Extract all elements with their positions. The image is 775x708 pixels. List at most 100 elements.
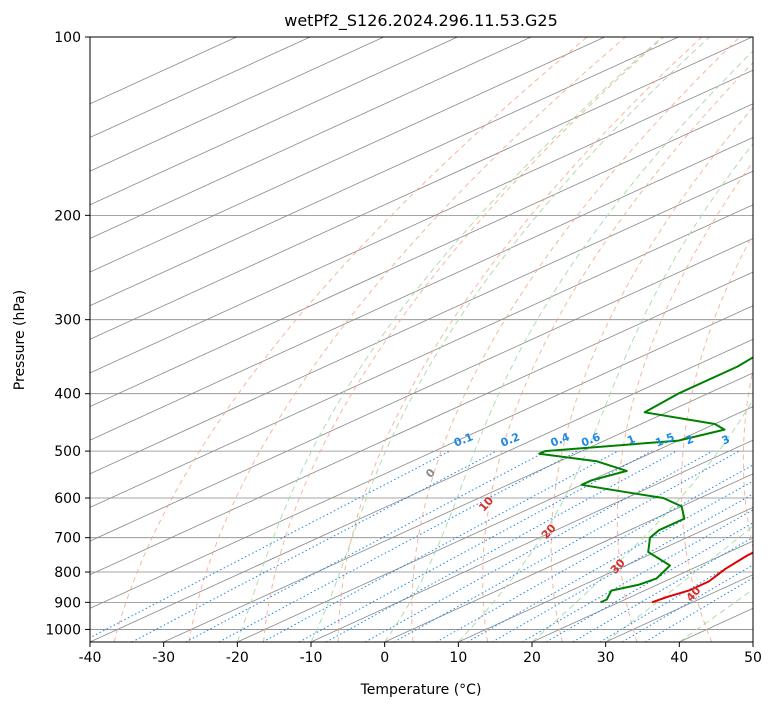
- mixing-ratio-line: [325, 450, 677, 642]
- y-tick-label: 100: [54, 30, 81, 46]
- mixing-ratio-line: [599, 551, 753, 642]
- mixing-ratio-line: [492, 493, 753, 642]
- dry-adiabat-line: [550, 106, 753, 642]
- mixing-ratio-line: [622, 564, 753, 642]
- dry-adiabat-line: [337, 37, 703, 642]
- adiabat-label: 30: [608, 556, 628, 576]
- isotherm-line: [752, 641, 753, 642]
- moist-adiabat-line: [310, 37, 710, 642]
- mixing-ratio-label: 3: [720, 433, 732, 448]
- y-tick-label: 900: [54, 595, 81, 611]
- isotherm-line: [90, 237, 753, 542]
- mixing-ratio-label: 0.4: [549, 430, 572, 449]
- isotherm-line: [90, 37, 384, 172]
- isotherm-line: [90, 103, 753, 408]
- mixing-ratio-line: [298, 450, 652, 642]
- dewpoint-series-line: [538, 356, 753, 604]
- moist-adiabat-line: [679, 588, 753, 642]
- adiabat-label: 20: [539, 521, 559, 541]
- mixing-ratio-label: 2: [684, 433, 696, 448]
- mixing-ratio-line: [185, 450, 547, 642]
- adiabat-label: 10: [476, 494, 496, 514]
- x-tick-label: -40: [79, 650, 102, 666]
- isotherm-line: [163, 372, 753, 642]
- x-tick-label: -30: [152, 650, 175, 666]
- mixing-ratio-label: 0.1: [452, 430, 475, 449]
- moist-adiabat-line: [457, 142, 753, 642]
- isotherm-line: [90, 305, 753, 609]
- dry-adiabat-line: [263, 37, 664, 642]
- x-tick-label: -10: [300, 650, 323, 666]
- mixing-ratio-line: [644, 577, 753, 642]
- isotherm-line: [90, 170, 753, 475]
- mixing-ratio-line: [90, 450, 450, 639]
- mixing-ratio-line: [521, 509, 753, 642]
- mixing-ratio-line: [467, 480, 753, 642]
- x-tick-label: 50: [744, 650, 762, 666]
- isotherm-line: [310, 439, 753, 642]
- mixing-ratio-line: [572, 536, 753, 642]
- x-tick-label: 30: [597, 650, 615, 666]
- isotherm-line: [237, 406, 753, 642]
- x-tick-label: 10: [449, 650, 467, 666]
- mixing-ratio-line: [131, 450, 497, 642]
- dry-adiabat-line: [616, 160, 753, 642]
- mixing-ratio-line: [546, 522, 753, 642]
- y-tick-label: 700: [54, 531, 81, 547]
- x-tick-label: 20: [523, 650, 541, 666]
- adiabat-label: 40: [684, 584, 704, 604]
- y-tick-label: 300: [54, 313, 81, 329]
- line-labels: -100-90-80-70-60-50-40-30-20-100.10.20.4…: [423, 410, 775, 605]
- background-lines: [90, 37, 753, 642]
- plot-frame: [89, 36, 754, 643]
- mixing-ratio-label: 1: [625, 433, 637, 448]
- y-tick-label: 1000: [45, 622, 81, 638]
- isotherm-line: [90, 37, 753, 340]
- isotherm-line: [90, 137, 753, 441]
- y-tick-label: 200: [54, 208, 81, 224]
- isotherm-line: [90, 37, 237, 105]
- isotherm-line: [90, 69, 753, 374]
- moist-adiabat-line: [605, 525, 753, 642]
- x-tick-label: 0: [380, 650, 389, 666]
- chart-title: wetPf2_S126.2024.296.11.53.G25: [284, 11, 558, 31]
- dry-adiabat-line: [680, 233, 753, 642]
- dry-adiabat-line: [742, 367, 753, 550]
- mixing-ratio-line: [218, 450, 578, 642]
- mixing-ratio-line: [393, 450, 740, 642]
- x-tick-label: -20: [226, 650, 249, 666]
- adiabat-label: 0: [423, 466, 438, 481]
- isotherm-line: [90, 204, 753, 508]
- profile-lines: [538, 356, 753, 604]
- isotherm-line: [90, 37, 679, 307]
- x-axis-label: Temperature (°C): [360, 682, 482, 698]
- moist-adiabat-line: [384, 50, 753, 642]
- isotherm-line: [90, 37, 605, 273]
- isotherm-line: [605, 574, 753, 642]
- dry-adiabat-line: [482, 61, 753, 642]
- axes: -40 -30 -20 -10 0 10 20 30 40 5010020030040050060…: [45, 30, 762, 666]
- mixing-ratio-label: 1.5: [653, 430, 676, 449]
- isotherm-line: [90, 338, 753, 642]
- isotherm-line: [458, 507, 753, 642]
- temperature-series-line: [651, 551, 753, 604]
- mixing-ratio-line: [262, 450, 619, 642]
- isotherm-line: [90, 37, 311, 138]
- x-tick-label: 40: [670, 650, 688, 666]
- y-tick-label: 500: [54, 444, 81, 460]
- isotherm-line: [90, 271, 753, 576]
- isotherm-line: [90, 37, 532, 239]
- moist-adiabat-line: [531, 398, 753, 642]
- isotherm-line: [384, 473, 753, 642]
- mixing-ratio-line: [365, 450, 713, 642]
- y-tick-label: 800: [54, 565, 81, 581]
- isotherm-line: [90, 37, 458, 206]
- moist-adiabat-line: [236, 37, 663, 642]
- y-tick-label: 400: [54, 387, 81, 403]
- dry-adiabat-line: [411, 37, 741, 642]
- dry-adiabat-line: [188, 37, 626, 642]
- mixing-ratio-line: [436, 464, 753, 642]
- y-tick-label: 600: [54, 491, 81, 507]
- y-axis-label: Pressure (hPa): [12, 290, 28, 390]
